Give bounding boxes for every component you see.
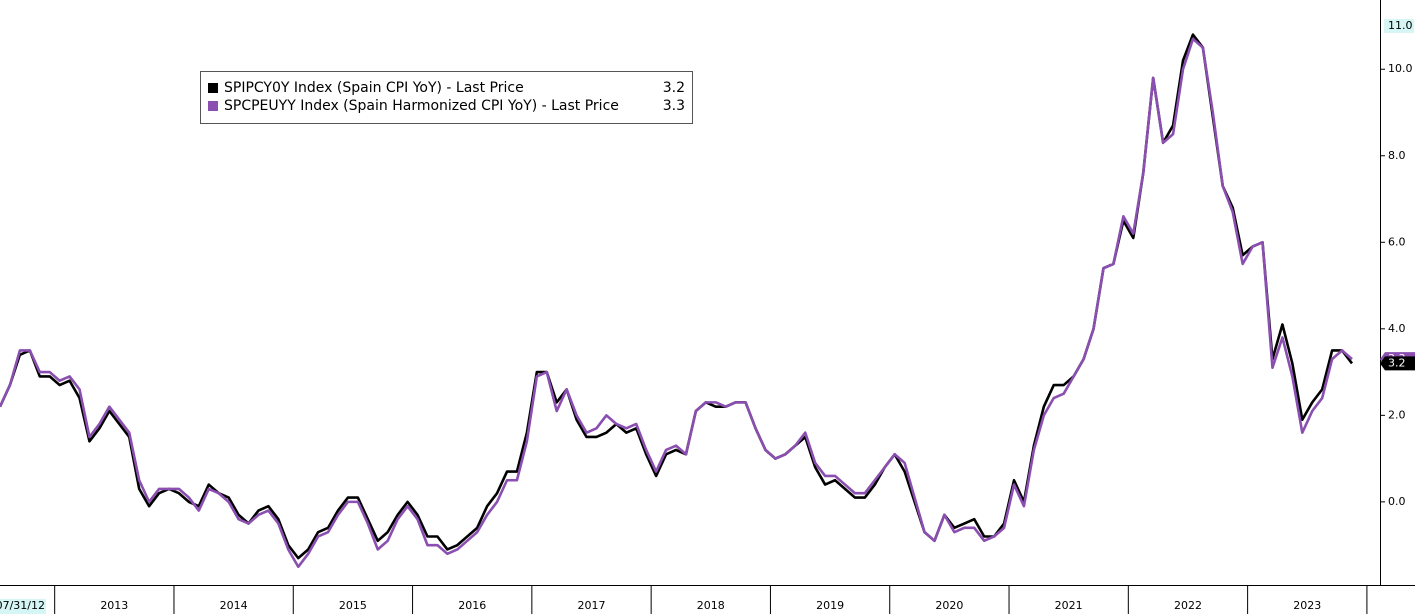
last-price-tags: 3.33.2 [1380,352,1415,371]
y-tick-label: 2.0 [1388,408,1406,421]
start-label: 07/31/12 [0,599,45,612]
x-tick-label: 2022 [1174,599,1202,612]
legend-swatch [208,83,218,93]
last-price-tag-label: 3.2 [1388,356,1406,369]
x-tick-label: 2023 [1293,599,1321,612]
axes: 0.0 2.0 4.0 6.0 8.0 10.0 11.0 2013 2014 2015 2016 2… [0,18,1414,614]
y-tick-label: 8.0 [1388,149,1406,162]
y-max-marker-label: 11.0 [1388,19,1413,32]
x-tick-label: 2019 [816,599,844,612]
x-tick-label: 2014 [220,599,248,612]
y-max-marker-bg [1384,18,1414,33]
series-line [0,33,1354,560]
start-label-bg [0,599,46,614]
y-tick-label: 0.0 [1388,495,1406,508]
plot-lines [0,33,1354,569]
x-tick-label: 2021 [1055,599,1083,612]
x-tick-label: 2017 [578,599,606,612]
y-tick-label: 6.0 [1388,235,1406,248]
x-tick-label: 2013 [100,599,128,612]
x-tick-label: 2020 [935,599,963,612]
y-tick-label: 4.0 [1388,322,1406,335]
legend: SPIPCY0Y Index (Spain CPI YoY) - Last Pr… [200,71,693,124]
x-tick-label: 2018 [697,599,725,612]
x-tick-label: 2016 [458,599,486,612]
legend-last-price: 3.3 [663,98,685,114]
legend-last-price: 3.2 [663,80,685,96]
y-tick-label: 10.0 [1388,62,1413,75]
legend-label: SPIPCY0Y Index (Spain CPI YoY) - Last Pr… [224,80,524,96]
last-price-tag [1380,356,1415,371]
legend-label: SPCPEUYY Index (Spain Harmonized CPI YoY… [224,98,619,114]
series-line [0,37,1353,569]
x-tick-label: 2015 [339,599,367,612]
legend-box [200,71,693,124]
legend-swatch [208,101,218,111]
